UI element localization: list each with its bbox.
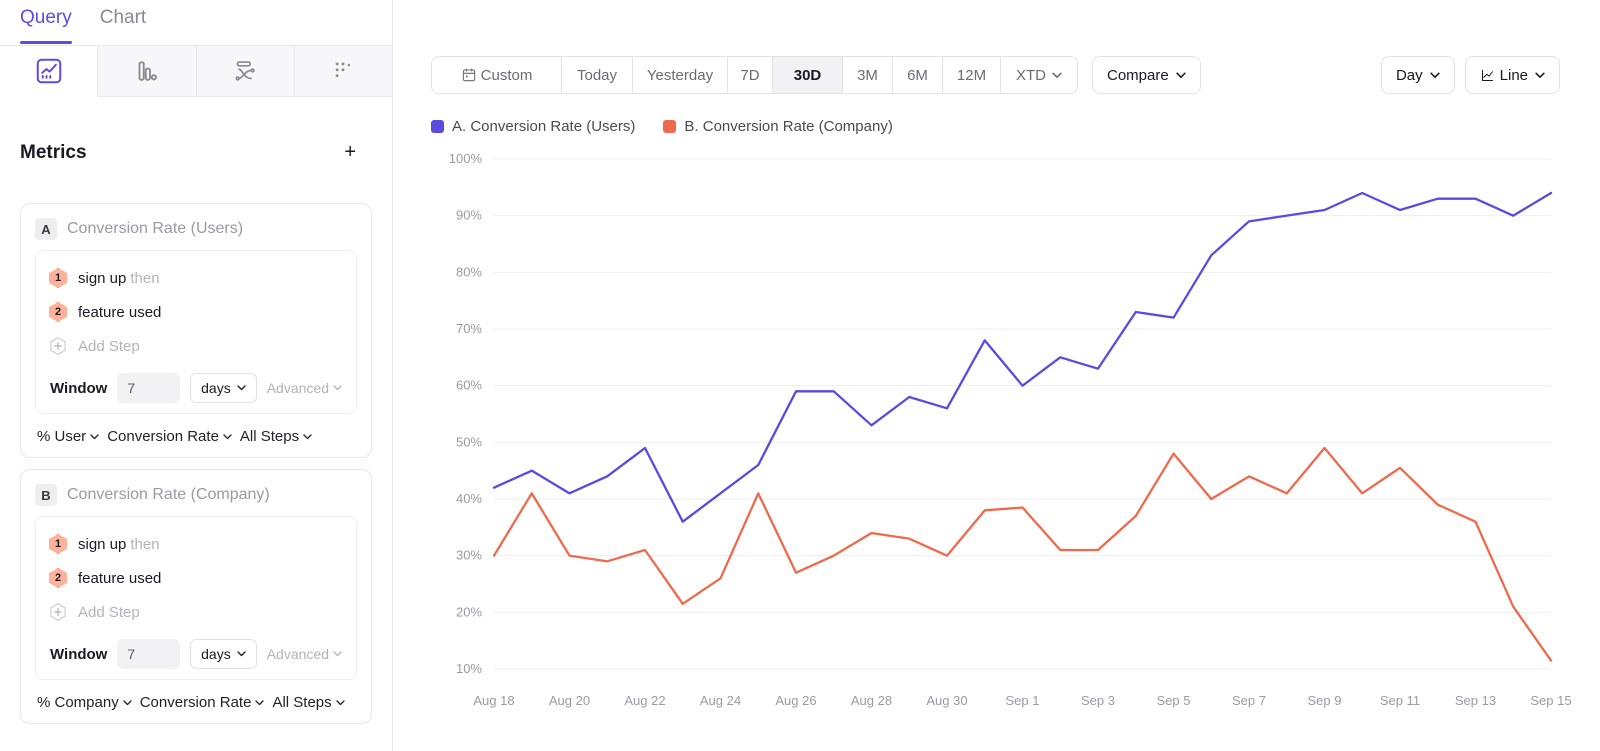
svg-text:Aug 30: Aug 30: [926, 693, 967, 708]
svg-text:60%: 60%: [456, 378, 482, 393]
svg-text:Sep 15: Sep 15: [1530, 693, 1571, 708]
svg-text:20%: 20%: [456, 604, 482, 619]
svg-text:40%: 40%: [456, 491, 482, 506]
svg-text:Sep 7: Sep 7: [1232, 693, 1266, 708]
svg-text:30%: 30%: [456, 548, 482, 563]
svg-text:Aug 22: Aug 22: [624, 693, 665, 708]
svg-text:Sep 5: Sep 5: [1157, 693, 1191, 708]
svg-text:10%: 10%: [456, 661, 482, 676]
svg-text:Sep 11: Sep 11: [1380, 693, 1420, 708]
svg-text:50%: 50%: [456, 434, 482, 449]
svg-text:90%: 90%: [456, 208, 482, 223]
svg-text:Sep 1: Sep 1: [1006, 693, 1040, 708]
svg-text:80%: 80%: [456, 264, 482, 279]
svg-text:Aug 26: Aug 26: [775, 693, 816, 708]
svg-text:100%: 100%: [449, 151, 483, 166]
svg-text:Sep 13: Sep 13: [1455, 693, 1496, 708]
svg-text:Aug 18: Aug 18: [473, 693, 514, 708]
svg-text:Aug 20: Aug 20: [549, 693, 590, 708]
svg-text:70%: 70%: [456, 321, 482, 336]
svg-text:Aug 28: Aug 28: [851, 693, 892, 708]
svg-text:Sep 9: Sep 9: [1308, 693, 1342, 708]
svg-text:Aug 24: Aug 24: [700, 693, 741, 708]
svg-text:Sep 3: Sep 3: [1081, 693, 1115, 708]
